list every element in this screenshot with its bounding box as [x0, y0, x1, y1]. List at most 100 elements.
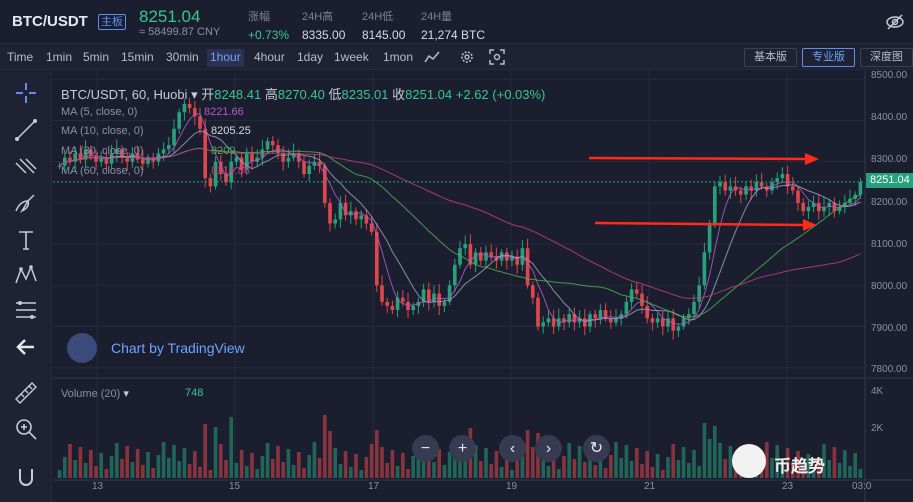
- volume-bar: [135, 449, 140, 478]
- candle: [187, 103, 192, 109]
- volume-bar: [146, 452, 150, 478]
- volume-bar: [520, 444, 525, 478]
- candle: [468, 244, 473, 265]
- interval-1day[interactable]: 1day: [297, 50, 324, 64]
- cny-price: ≈ 58499.87 CNY: [139, 26, 221, 38]
- candle: [161, 149, 166, 154]
- interval-1hour[interactable]: 1hour: [207, 49, 244, 67]
- interval-30min[interactable]: 30min: [166, 50, 199, 64]
- indicator-icon[interactable]: [423, 48, 441, 66]
- pattern-icon[interactable]: [12, 261, 40, 289]
- interval-1min[interactable]: 1min: [46, 50, 73, 64]
- volume-bar: [827, 460, 832, 478]
- candlestick-chart[interactable]: BTC/USDT, 60, Huobi ▾ 开8248.41 高8270.40 …: [53, 71, 913, 502]
- volume-bar: [562, 456, 566, 478]
- ma-legend-60[interactable]: MA (60, close, 0) 8114.86: [61, 165, 250, 177]
- candle: [712, 186, 717, 224]
- legend-open-label: 开: [201, 87, 215, 102]
- candle: [400, 297, 405, 302]
- volume-bar: [94, 466, 98, 478]
- scroll-left-button[interactable]: ‹: [499, 435, 526, 462]
- interval-1mon[interactable]: 1mon: [383, 50, 414, 64]
- drawing-toolbar: [0, 71, 52, 502]
- view-pro-button[interactable]: 专业版: [802, 48, 855, 67]
- volume-bar: [380, 447, 384, 478]
- candle: [234, 157, 239, 162]
- volume-bar: [317, 458, 322, 478]
- interval-1week[interactable]: 1week: [334, 50, 369, 64]
- candle: [270, 141, 275, 146]
- crosshair-icon[interactable]: [12, 79, 40, 107]
- volume-bar: [338, 464, 343, 478]
- settings-icon[interactable]: [458, 48, 476, 66]
- price-label: 8100.00: [871, 239, 908, 250]
- volume-bar: [546, 466, 551, 478]
- volume-bar: [172, 445, 176, 478]
- candle: [369, 223, 374, 232]
- text-tool-icon[interactable]: [12, 226, 40, 254]
- multi-line-icon[interactable]: [12, 153, 40, 181]
- magnet-icon[interactable]: [12, 463, 40, 491]
- interval-5min[interactable]: 5min: [83, 50, 110, 64]
- candle: [146, 157, 150, 164]
- eye-off-icon[interactable]: [885, 12, 905, 32]
- support-arrow: [594, 221, 806, 227]
- candle: [842, 202, 847, 208]
- interval-4hour[interactable]: 4hour: [254, 50, 285, 64]
- view-depth-button[interactable]: 深度图: [860, 48, 913, 67]
- scroll-right-button[interactable]: ›: [535, 435, 562, 462]
- candle: [775, 178, 780, 183]
- volume-bar: [603, 468, 608, 478]
- time-label: 19: [506, 481, 518, 492]
- candle: [655, 318, 660, 323]
- candle: [421, 289, 426, 302]
- fib-levels-icon[interactable]: [12, 296, 40, 324]
- ma-legend-5[interactable]: MA (5, close, 0) 8221.66: [61, 106, 244, 118]
- volume-bar: [270, 459, 275, 478]
- price-label: 8000.00: [871, 281, 908, 292]
- volume-bar: [723, 459, 728, 478]
- volume-bar: [510, 470, 514, 478]
- candle: [525, 248, 530, 286]
- pair-title[interactable]: BTC/USDT: [12, 13, 88, 30]
- legend-close-label: 收: [392, 87, 406, 102]
- screenshot-icon[interactable]: [488, 48, 506, 66]
- candle: [582, 318, 587, 327]
- interval-time[interactable]: Time: [7, 50, 34, 64]
- reset-chart-button[interactable]: ↻: [583, 435, 610, 462]
- candle: [302, 161, 306, 175]
- volume-bar: [359, 470, 364, 478]
- time-label: 03:0: [852, 481, 872, 492]
- zoom-out-button[interactable]: −: [412, 435, 439, 462]
- volume-bar: [780, 461, 785, 478]
- volume-bar: [421, 459, 426, 478]
- ruler-icon[interactable]: [12, 379, 40, 407]
- candle: [78, 153, 83, 160]
- ma-legend-30[interactable]: MA (30, close, 0) 8209: [61, 145, 236, 157]
- volume-legend[interactable]: Volume (20) ▾ 748: [61, 387, 204, 400]
- back-arrow-icon[interactable]: [12, 333, 40, 361]
- candle: [177, 112, 182, 129]
- volume-bar: [530, 447, 535, 478]
- candle: [192, 108, 197, 117]
- view-basic-button[interactable]: 基本版: [744, 48, 797, 67]
- trend-line-icon[interactable]: [12, 116, 40, 144]
- candle: [406, 301, 410, 311]
- brush-icon[interactable]: [12, 189, 40, 217]
- candle: [666, 318, 670, 327]
- market-header: BTC/USDT 主板 8251.04 ≈ 58499.87 CNY 涨幅 +0.…: [0, 0, 913, 44]
- volume-bar: [816, 457, 821, 478]
- chart-canvas[interactable]: [53, 71, 913, 502]
- candle: [348, 211, 353, 216]
- zoom-in-button[interactable]: +: [449, 435, 476, 462]
- zoom-in-icon[interactable]: [12, 415, 40, 443]
- volume-bar: [692, 450, 696, 478]
- candle: [68, 157, 72, 162]
- volume-bar: [712, 426, 717, 478]
- ma-legend-10[interactable]: MA (10, close, 0) 8205.25: [61, 125, 251, 137]
- volume-bar: [842, 450, 847, 478]
- interval-15min[interactable]: 15min: [121, 50, 154, 64]
- volume-bar: [676, 460, 681, 478]
- candle: [577, 318, 582, 323]
- volume-bar: [697, 466, 702, 478]
